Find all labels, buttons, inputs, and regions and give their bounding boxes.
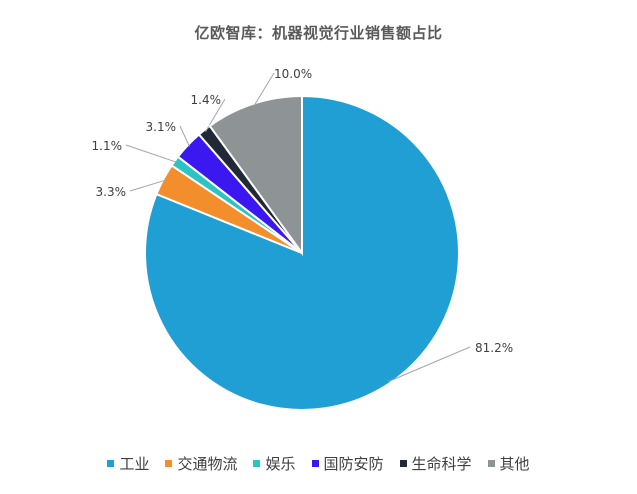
leader-line-2: [129, 179, 166, 192]
legend-label: 娱乐: [265, 455, 296, 473]
legend-swatch: [487, 460, 495, 467]
pie-slice-6: [208, 94, 303, 257]
data-label-6: 10.0%: [274, 67, 312, 81]
legend-item-4: 国防安防: [311, 453, 384, 474]
legend-item-1: 工业: [107, 453, 149, 474]
data-label-2: 3.3%: [96, 185, 127, 199]
legend-label: 国防安防: [323, 455, 384, 473]
data-label-3: 1.1%: [92, 139, 123, 153]
legend-label: 交通物流: [177, 455, 238, 473]
chart-title: 亿欧智库：机器视觉行业销售额占比: [194, 24, 443, 42]
leader-line-6: [253, 72, 275, 106]
legend: 工业 交通物流 娱乐 国防安防 生命科学 其他: [0, 453, 637, 474]
legend-swatch: [253, 460, 261, 467]
legend-swatch: [311, 460, 319, 467]
legend-label: 其他: [499, 455, 530, 473]
legend-item-3: 娱乐: [253, 453, 296, 474]
pie-slice-1: [144, 94, 460, 411]
legend-item-2: 交通物流: [165, 453, 237, 474]
leader-line-3: [125, 144, 177, 163]
data-label-4: 3.1%: [146, 120, 177, 134]
legend-label: 工业: [119, 455, 150, 473]
legend-item-6: 其他: [487, 453, 530, 474]
legend-swatch: [107, 460, 115, 467]
legend-label: 生命科学: [411, 455, 472, 473]
data-label-1: 81.2%: [475, 341, 513, 355]
legend-swatch: [165, 460, 173, 467]
legend-item-5: 生命科学: [399, 453, 472, 474]
data-label-5: 1.4%: [191, 93, 222, 107]
leader-line-1: [388, 346, 471, 382]
legend-swatch: [399, 460, 407, 467]
leader-line-4: [179, 125, 190, 147]
